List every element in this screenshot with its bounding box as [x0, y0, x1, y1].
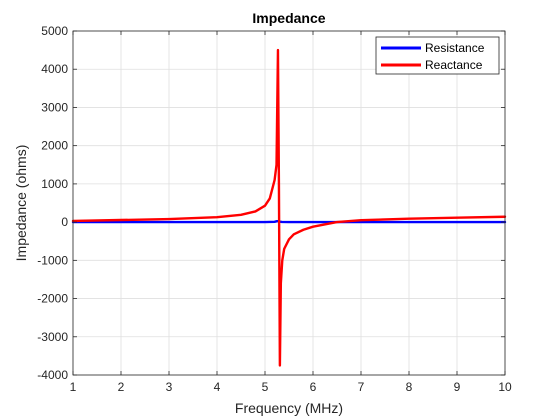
x-tick-label: 9: [454, 380, 461, 394]
x-tick-label: 2: [118, 380, 125, 394]
y-tick-label: -1000: [37, 253, 68, 267]
y-tick-label: -3000: [37, 330, 68, 344]
y-tick-label: -4000: [37, 368, 68, 382]
x-tick-label: 6: [310, 380, 317, 394]
legend-box: [375, 36, 500, 75]
y-tick-label: 5000: [41, 24, 68, 38]
x-tick-label: 1: [70, 380, 77, 394]
chart-title: Impedance: [252, 10, 325, 26]
legend-label-resistance: Resistance: [425, 41, 485, 55]
ticks: [72, 30, 506, 376]
y-tick-label: 4000: [41, 62, 68, 76]
y-tick-label: 0: [61, 215, 68, 229]
x-tick-label: 4: [214, 380, 221, 394]
legend: Resistance Reactance: [375, 36, 500, 75]
x-axis-label: Frequency (MHz): [235, 400, 343, 416]
x-tick-label: 8: [406, 380, 413, 394]
y-tick-label: -2000: [37, 292, 68, 306]
x-tick-label: 5: [262, 380, 269, 394]
x-tick-label: 10: [498, 380, 512, 394]
series-line-resistance: [71, 219, 507, 224]
y-tick-label: 2000: [41, 139, 68, 153]
tick-labels: 1 2 3 4 5 6 7 8 9 10 5000 4000 3000 2000 1000 0 -1000 -20…: [37, 24, 512, 394]
plot-border: [72, 30, 506, 376]
x-tick-label: 7: [358, 380, 365, 394]
y-axis-label: Impedance (ohms): [13, 145, 29, 262]
y-tick-label: 1000: [41, 177, 68, 191]
y-tick-label: 3000: [41, 100, 68, 114]
plot-area: [73, 31, 505, 375]
legend-label-reactance: Reactance: [425, 58, 483, 72]
series-line-reactance: [71, 48, 507, 367]
series-group: [71, 48, 507, 367]
x-tick-label: 3: [166, 380, 173, 394]
